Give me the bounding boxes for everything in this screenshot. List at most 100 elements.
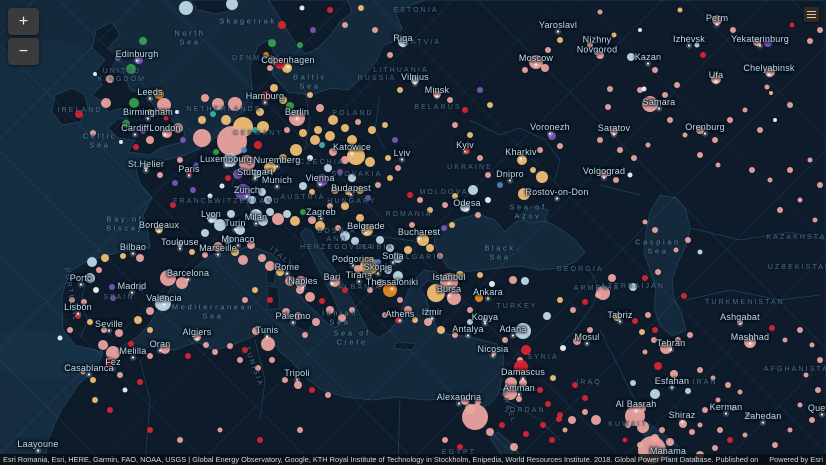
power-plant-marker[interactable]	[382, 312, 388, 318]
power-plant-marker[interactable]	[426, 244, 434, 252]
power-plant-marker[interactable]	[636, 403, 646, 413]
power-plant-marker[interactable]	[797, 402, 803, 408]
power-plant-marker[interactable]	[652, 327, 658, 333]
power-plant-marker[interactable]	[128, 341, 134, 347]
power-plant-marker[interactable]	[307, 92, 313, 98]
power-plant-marker[interactable]	[685, 388, 691, 394]
power-plant-marker[interactable]	[654, 362, 662, 370]
power-plant-marker[interactable]	[475, 399, 481, 405]
power-plant-marker[interactable]	[147, 327, 153, 333]
power-plant-marker[interactable]	[252, 327, 260, 335]
power-plant-marker[interactable]	[252, 287, 258, 293]
power-plant-marker[interactable]	[582, 299, 588, 305]
power-plant-marker[interactable]	[337, 169, 343, 175]
power-plant-marker[interactable]	[449, 222, 455, 228]
power-plant-marker[interactable]	[297, 427, 303, 433]
power-plant-marker[interactable]	[650, 389, 660, 399]
power-plant-marker[interactable]	[610, 127, 618, 135]
power-plant-marker[interactable]	[667, 117, 673, 123]
power-plant-marker[interactable]	[655, 269, 661, 275]
power-plant-marker[interactable]	[697, 152, 703, 158]
power-plant-marker[interactable]	[122, 120, 130, 128]
power-plant-marker[interactable]	[442, 202, 448, 208]
power-plant-marker[interactable]	[386, 244, 394, 252]
power-plant-marker[interactable]	[227, 343, 233, 349]
power-plant-marker[interactable]	[727, 437, 733, 443]
power-plant-marker[interactable]	[247, 241, 255, 249]
power-plant-marker[interactable]	[456, 271, 464, 279]
power-plant-marker[interactable]	[608, 274, 616, 282]
power-plant-marker[interactable]	[557, 297, 563, 303]
power-plant-marker[interactable]	[368, 126, 376, 134]
power-plant-marker[interactable]	[282, 377, 288, 383]
power-plant-marker[interactable]	[106, 346, 120, 360]
power-plant-marker[interactable]	[681, 293, 687, 299]
power-plant-marker[interactable]	[670, 370, 678, 378]
power-plant-marker[interactable]	[562, 427, 568, 433]
power-plant-marker[interactable]	[105, 359, 113, 367]
power-plant-marker[interactable]	[711, 74, 721, 84]
power-plant-marker[interactable]	[225, 175, 231, 181]
power-plant-marker[interactable]	[214, 219, 226, 231]
power-plant-marker[interactable]	[697, 367, 703, 373]
power-plant-marker[interactable]	[147, 353, 153, 359]
power-plant-marker[interactable]	[712, 137, 718, 143]
power-plant-marker[interactable]	[491, 350, 497, 356]
power-plant-marker[interactable]	[417, 197, 423, 203]
power-plant-marker[interactable]	[462, 107, 468, 113]
power-plant-marker[interactable]	[641, 86, 647, 92]
power-plant-marker[interactable]	[316, 104, 324, 112]
power-plant-marker[interactable]	[702, 407, 708, 413]
power-plant-marker[interactable]	[757, 127, 763, 133]
power-plant-marker[interactable]	[398, 37, 408, 47]
power-plant-marker[interactable]	[375, 182, 381, 188]
power-plant-marker[interactable]	[348, 174, 356, 182]
power-plant-marker[interactable]	[447, 97, 453, 103]
power-plant-marker[interactable]	[617, 147, 623, 153]
power-plant-marker[interactable]	[632, 318, 638, 324]
power-plant-marker[interactable]	[140, 128, 146, 134]
power-plant-marker[interactable]	[257, 121, 269, 133]
power-plant-marker[interactable]	[447, 291, 461, 305]
power-plant-marker[interactable]	[255, 365, 261, 371]
power-plant-marker[interactable]	[263, 52, 269, 58]
power-plant-marker[interactable]	[679, 420, 687, 428]
power-plant-marker[interactable]	[742, 432, 748, 438]
power-plant-marker[interactable]	[694, 42, 700, 48]
power-plant-marker[interactable]	[217, 427, 223, 433]
power-plant-marker[interactable]	[600, 170, 608, 178]
power-plant-marker[interactable]	[310, 135, 320, 145]
power-plant-marker[interactable]	[489, 281, 495, 287]
power-plant-marker[interactable]	[312, 318, 320, 326]
power-plant-marker[interactable]	[536, 171, 548, 183]
power-plant-marker[interactable]	[376, 279, 384, 287]
power-plant-marker[interactable]	[452, 193, 458, 199]
power-plant-marker[interactable]	[397, 87, 403, 93]
power-plant-marker[interactable]	[545, 401, 551, 407]
power-plant-marker[interactable]	[319, 142, 325, 148]
power-plant-marker[interactable]	[393, 271, 403, 281]
power-plant-marker[interactable]	[361, 224, 373, 236]
power-plant-marker[interactable]	[477, 87, 483, 93]
power-plant-marker[interactable]	[176, 277, 188, 289]
power-plant-marker[interactable]	[631, 155, 637, 161]
power-plant-marker[interactable]	[264, 196, 272, 204]
power-plant-marker[interactable]	[341, 156, 349, 164]
power-plant-marker[interactable]	[769, 325, 775, 331]
power-plant-marker[interactable]	[442, 437, 448, 443]
power-plant-marker[interactable]	[90, 377, 96, 383]
power-plant-marker[interactable]	[787, 167, 793, 173]
power-plant-marker[interactable]	[349, 307, 355, 313]
power-plant-marker[interactable]	[157, 98, 171, 112]
power-plant-marker[interactable]	[126, 64, 136, 74]
power-plant-marker[interactable]	[351, 237, 359, 245]
power-plant-marker[interactable]	[137, 379, 143, 385]
power-plant-marker[interactable]	[485, 197, 491, 203]
power-plant-marker[interactable]	[296, 286, 304, 294]
power-plant-marker[interactable]	[286, 102, 294, 110]
power-plant-marker[interactable]	[193, 333, 201, 341]
power-plant-marker[interactable]	[730, 405, 736, 411]
power-plant-marker[interactable]	[730, 27, 736, 33]
power-plant-marker[interactable]	[712, 445, 718, 451]
power-plant-marker[interactable]	[611, 32, 617, 38]
